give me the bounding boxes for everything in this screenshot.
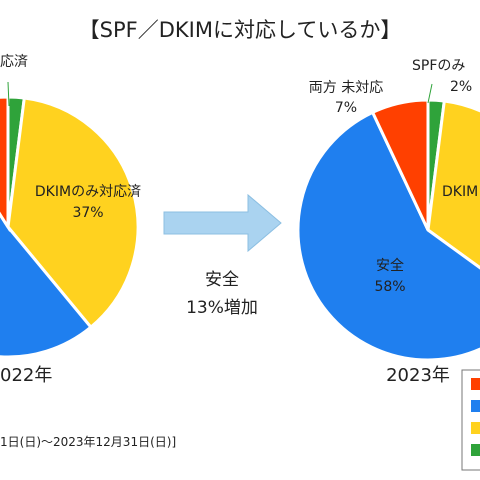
pie-2023 bbox=[296, 98, 480, 362]
pie-2023-dkim-partial: DKIM bbox=[442, 184, 478, 200]
pie-2022-dkim-name: DKIMのみ対応済 bbox=[35, 184, 141, 200]
pie-2023-both-name: 両方 未対応 bbox=[309, 80, 383, 96]
pie-2022-slice-1 bbox=[0, 211, 93, 359]
legend-swatch-spf-only bbox=[471, 444, 480, 456]
pie-2022-dkim-value: 37% bbox=[72, 205, 103, 221]
pie-2022 bbox=[0, 95, 140, 359]
pie-2023-spf-leader bbox=[427, 83, 433, 104]
pie-2023-safe-name: 安全 bbox=[376, 257, 404, 274]
legend-swatch-safe bbox=[471, 400, 480, 412]
pie-2022-spf-leader bbox=[7, 81, 10, 107]
pie-2022-year: 022年 bbox=[0, 365, 52, 386]
pie-2022-slice-0 bbox=[0, 95, 10, 233]
pie-2023-both-value: 7% bbox=[335, 100, 357, 116]
pie-2022-spf-label-partial: 応済 bbox=[0, 54, 28, 70]
pie-2023-spf-name: SPFのみ bbox=[412, 58, 465, 74]
chart-title: 【SPF／DKIMに対応しているか】 bbox=[78, 18, 402, 42]
arrow-caption-line1: 安全 bbox=[205, 270, 239, 290]
increase-arrow-icon bbox=[163, 193, 282, 253]
period-note: 1日(日)～2023年12月31日(日)] bbox=[0, 435, 176, 449]
pie-2023-slice-1 bbox=[296, 110, 480, 362]
pie-2023-slice-2 bbox=[426, 99, 480, 270]
pie-2023-spf-value: 2% bbox=[450, 79, 472, 95]
arrow-caption-line2: 13%増加 bbox=[186, 298, 258, 318]
pie-2022-slice-2 bbox=[6, 96, 140, 330]
pie-2023-year: 2023年 bbox=[386, 365, 450, 386]
pie-2023-slice-0 bbox=[370, 98, 430, 231]
pie-2023-safe-value: 58% bbox=[374, 279, 405, 295]
legend-swatch-dkim-only bbox=[471, 422, 480, 434]
legend-swatch-both-unsupported bbox=[471, 378, 480, 390]
